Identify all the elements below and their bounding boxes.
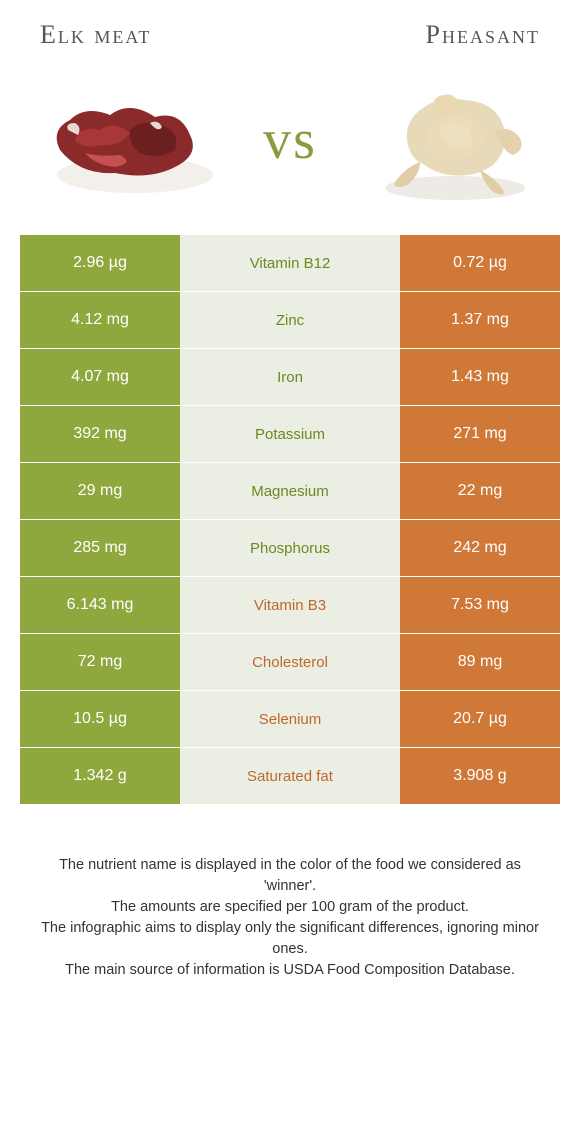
table-row: 72 mgCholesterol89 mg xyxy=(20,634,560,691)
right-value-cell: 89 mg xyxy=(400,634,560,690)
nutrient-label-cell: Potassium xyxy=(180,406,400,462)
right-value-cell: 1.43 mg xyxy=(400,349,560,405)
right-value-cell: 242 mg xyxy=(400,520,560,576)
table-row: 6.143 mgVitamin B37.53 mg xyxy=(20,577,560,634)
left-food-title: Elk meat xyxy=(40,20,151,50)
footer-line: The nutrient name is displayed in the co… xyxy=(35,855,545,897)
right-food-title: Pheasant xyxy=(426,20,540,50)
right-value-cell: 3.908 g xyxy=(400,748,560,804)
right-value-cell: 7.53 mg xyxy=(400,577,560,633)
table-row: 285 mgPhosphorus242 mg xyxy=(20,520,560,577)
left-value-cell: 2.96 µg xyxy=(20,235,180,291)
header-row: Elk meat Pheasant xyxy=(15,20,565,50)
table-row: 4.07 mgIron1.43 mg xyxy=(20,349,560,406)
nutrient-label-cell: Phosphorus xyxy=(180,520,400,576)
footer-notes: The nutrient name is displayed in the co… xyxy=(15,855,565,981)
left-value-cell: 285 mg xyxy=(20,520,180,576)
nutrient-label-cell: Magnesium xyxy=(180,463,400,519)
table-row: 392 mgPotassium271 mg xyxy=(20,406,560,463)
nutrient-label-cell: Saturated fat xyxy=(180,748,400,804)
left-value-cell: 72 mg xyxy=(20,634,180,690)
table-row: 2.96 µgVitamin B120.72 µg xyxy=(20,235,560,292)
left-value-cell: 392 mg xyxy=(20,406,180,462)
nutrient-label-cell: Iron xyxy=(180,349,400,405)
nutrient-table: 2.96 µgVitamin B120.72 µg4.12 mgZinc1.37… xyxy=(20,235,560,805)
table-row: 29 mgMagnesium22 mg xyxy=(20,463,560,520)
right-value-cell: 1.37 mg xyxy=(400,292,560,348)
footer-line: The amounts are specified per 100 gram o… xyxy=(35,897,545,918)
nutrient-label-cell: Selenium xyxy=(180,691,400,747)
left-value-cell: 4.12 mg xyxy=(20,292,180,348)
left-value-cell: 1.342 g xyxy=(20,748,180,804)
images-row: vs xyxy=(15,65,565,215)
table-row: 10.5 µgSelenium20.7 µg xyxy=(20,691,560,748)
right-value-cell: 0.72 µg xyxy=(400,235,560,291)
footer-line: The main source of information is USDA F… xyxy=(35,960,545,981)
table-row: 1.342 gSaturated fat3.908 g xyxy=(20,748,560,805)
elk-meat-icon xyxy=(30,75,220,205)
left-value-cell: 29 mg xyxy=(20,463,180,519)
pheasant-icon xyxy=(365,70,545,210)
right-value-cell: 271 mg xyxy=(400,406,560,462)
right-value-cell: 22 mg xyxy=(400,463,560,519)
vs-label: vs xyxy=(263,108,317,172)
nutrient-label-cell: Vitamin B3 xyxy=(180,577,400,633)
nutrient-label-cell: Vitamin B12 xyxy=(180,235,400,291)
left-value-cell: 4.07 mg xyxy=(20,349,180,405)
footer-line: The infographic aims to display only the… xyxy=(35,918,545,960)
right-value-cell: 20.7 µg xyxy=(400,691,560,747)
nutrient-label-cell: Zinc xyxy=(180,292,400,348)
left-value-cell: 6.143 mg xyxy=(20,577,180,633)
left-value-cell: 10.5 µg xyxy=(20,691,180,747)
pheasant-image xyxy=(355,65,555,215)
elk-meat-image xyxy=(25,65,225,215)
table-row: 4.12 mgZinc1.37 mg xyxy=(20,292,560,349)
nutrient-label-cell: Cholesterol xyxy=(180,634,400,690)
